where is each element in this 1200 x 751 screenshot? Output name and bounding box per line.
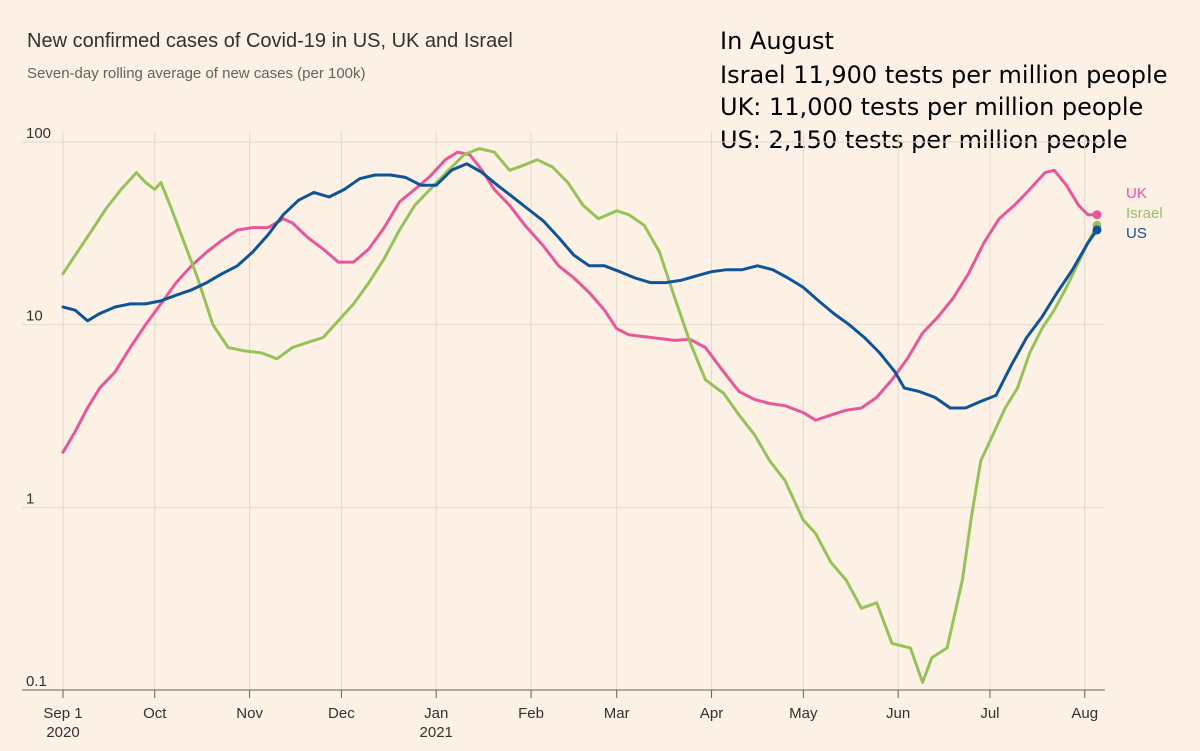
x-tick-label: Jan [424, 705, 448, 722]
y-tick-label: 100 [26, 125, 51, 142]
series-end-dot-uk [1092, 210, 1102, 220]
x-tick-sublabel: 2020 [46, 724, 79, 741]
y-tick-label: 0.1 [26, 673, 47, 690]
series-end-dot-us [1092, 225, 1102, 235]
legend-label-us: US [1126, 225, 1147, 242]
series-line-uk [61, 150, 1099, 454]
annotation-line-3: UK: 11,000 tests per million people [720, 93, 1144, 121]
x-tick-label: May [789, 705, 818, 722]
x-tick-label: Sep 1 [43, 705, 82, 722]
chart-subtitle: Seven-day rolling average of new cases (… [27, 65, 366, 82]
legend-label-uk: UK [1126, 185, 1147, 202]
y-tick-label: 10 [26, 308, 43, 325]
series-line-us [61, 162, 1099, 410]
x-tick-label: Oct [143, 705, 167, 722]
x-tick-label: Jun [886, 705, 910, 722]
x-tick-label: Apr [700, 705, 723, 722]
x-tick-label: Feb [518, 705, 544, 722]
annotation-line-1: In August [720, 27, 834, 55]
legend-label-israel: Israel [1126, 205, 1163, 222]
x-tick-label: Aug [1071, 705, 1098, 722]
annotation-line-4: US: 2,150 tests per million people [720, 126, 1128, 154]
x-tick-label: Dec [328, 705, 355, 722]
x-tick-label: Mar [604, 705, 630, 722]
annotation-line-2: Israel 11,900 tests per million people [720, 61, 1168, 89]
x-tick-label: Nov [236, 705, 263, 722]
series-line-israel [61, 147, 1099, 684]
x-tick-sublabel: 2021 [420, 724, 453, 741]
y-tick-label: 1 [26, 490, 34, 507]
chart-title: New confirmed cases of Covid-19 in US, U… [27, 30, 513, 52]
x-tick-label: Jul [980, 705, 999, 722]
